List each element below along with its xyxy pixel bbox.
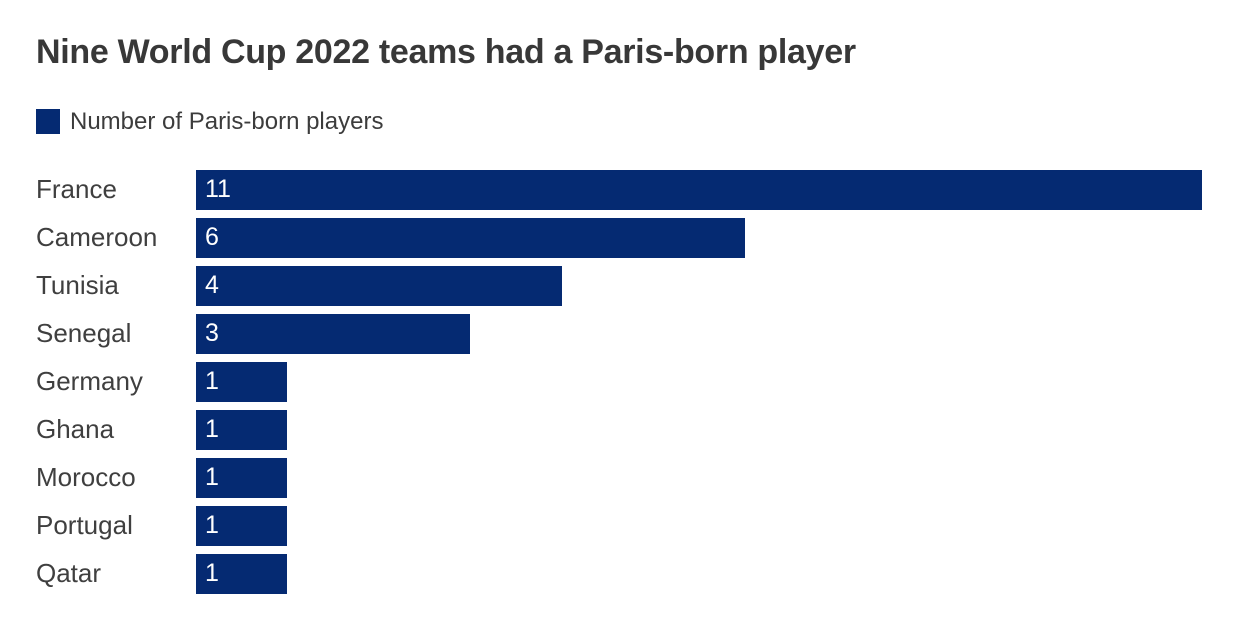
bar: 6 [196,217,745,258]
chart-title: Nine World Cup 2022 teams had a Paris-bo… [36,33,856,71]
bar-area: 1 [196,361,1202,402]
bar: 1 [196,553,288,594]
bar-area: 1 [196,505,1202,546]
bar: 4 [196,265,562,306]
bar-row: Ghana 1 [36,406,1202,454]
category-label: Senegal [36,318,132,349]
bar-row: Morocco 1 [36,454,1202,502]
category-label: Ghana [36,414,115,445]
bar-row: Portugal 1 [36,502,1202,550]
category-label: Tunisia [36,270,119,301]
bar: 1 [196,505,288,546]
bar-value-label: 4 [205,271,219,300]
bar-area: 1 [196,409,1202,450]
legend-label: Number of Paris-born players [70,107,384,135]
bar-value-label: 6 [205,223,219,252]
bar-row: Qatar 1 [36,550,1202,598]
bar-area: 6 [196,217,1202,258]
bar-value-label: 1 [205,367,219,396]
bar-value-label: 11 [205,175,231,204]
bar-value-label: 1 [205,511,219,540]
legend: Number of Paris-born players [36,107,1202,135]
bar-value-label: 1 [205,463,219,492]
bar-row: Senegal 3 [36,310,1202,358]
bar: 3 [196,313,471,354]
category-label: Germany [36,366,143,397]
bar-area: 1 [196,457,1202,498]
bar-row: France 11 [36,166,1202,214]
category-label: Portugal [36,510,133,541]
bar-area: 4 [196,265,1202,306]
bar-row: Tunisia 4 [36,262,1202,310]
bar-area: 11 [196,169,1202,210]
category-label: Morocco [36,462,136,493]
bar-row: Germany 1 [36,358,1202,406]
bar: 1 [196,409,288,450]
category-label: France [36,174,117,205]
bar-value-label: 3 [205,319,219,348]
bar-row: Cameroon 6 [36,214,1202,262]
bar: 11 [196,169,1202,210]
bar-area: 1 [196,553,1202,594]
bar: 1 [196,361,288,402]
bar-value-label: 1 [205,415,219,444]
bar: 1 [196,457,288,498]
legend-swatch [36,109,60,135]
bar-chart-plot-area: France 11 Cameroon 6 Tunisia 4 Senegal 3 [36,166,1202,598]
bar-area: 3 [196,313,1202,354]
category-label: Cameroon [36,222,158,253]
bar-value-label: 1 [205,559,219,588]
category-label: Qatar [36,558,102,589]
